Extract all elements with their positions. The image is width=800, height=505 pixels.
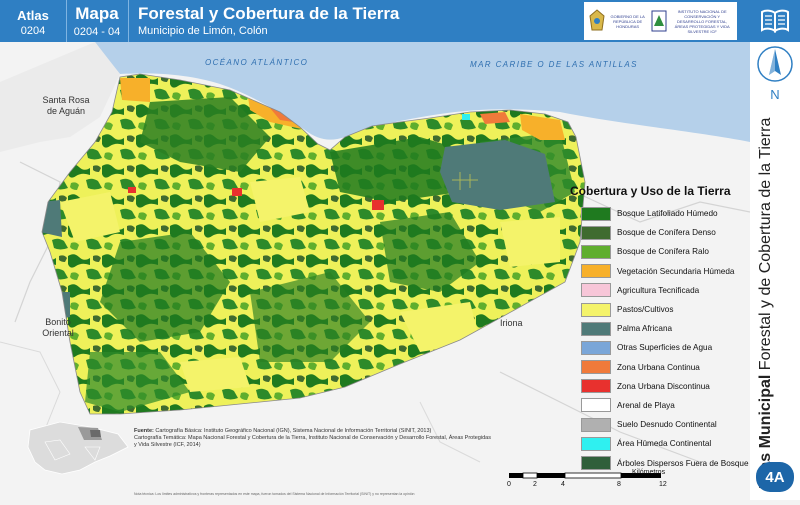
legend-swatch bbox=[581, 398, 611, 413]
legend-label: Vegetación Secundaria Húmeda bbox=[617, 266, 735, 276]
vertical-title-rest: Forestal y de Cobertura de la Tierra bbox=[757, 117, 774, 375]
title-block: Forestal y Cobertura de la Tierra Munici… bbox=[138, 4, 399, 37]
source-line-1: Cartografía Básica: Instituto Geográfico… bbox=[155, 428, 432, 434]
land-cover-map bbox=[0, 42, 751, 475]
map-label: Mapa bbox=[75, 4, 119, 23]
legend-item: Bosque Latifoliado Húmedo bbox=[570, 204, 750, 223]
logos-panel: GOBIERNO DE LA REPÚBLICA DE HONDURAS INS… bbox=[584, 2, 737, 40]
technical-note: Nota técnica: Los límites administrativo… bbox=[134, 492, 415, 496]
legend-swatch bbox=[581, 225, 611, 240]
north-arrow: N bbox=[750, 42, 800, 102]
header-bar: Atlas 0204 Mapa 0204 - 04 Forestal y Cob… bbox=[0, 0, 750, 42]
atlas-code-box: Atlas 0204 bbox=[0, 0, 67, 42]
legend-label: Agricultura Tecnificada bbox=[617, 285, 700, 295]
legend: Cobertura y Uso de la Tierra Bosque Lati… bbox=[570, 184, 750, 473]
legend-item: Arenal de Playa bbox=[570, 396, 750, 415]
legend-swatch bbox=[581, 206, 611, 221]
legend-label: Bosque de Conífera Ralo bbox=[617, 247, 709, 257]
legend-swatch bbox=[581, 264, 611, 279]
legend-label: Pastos/Cultivos bbox=[617, 305, 674, 315]
source-label: Fuente: bbox=[134, 428, 154, 434]
legend-item: Zona Urbana Continua bbox=[570, 358, 750, 377]
right-sidebar: N Atlas Municipal Forestal y de Cobertur… bbox=[750, 42, 800, 500]
legend-swatch bbox=[581, 360, 611, 375]
scale-tick-2: 2 bbox=[533, 481, 537, 488]
scale-unit: Kilómetros bbox=[632, 469, 666, 476]
legend-label: Bosque de Conífera Denso bbox=[617, 228, 716, 238]
legend-items: Bosque Latifoliado Húmedo Bosque de Coníf… bbox=[570, 204, 750, 473]
legend-item: Pastos/Cultivos bbox=[570, 300, 750, 319]
scale-tick-8: 8 bbox=[617, 481, 621, 488]
map-badge: 4A bbox=[756, 462, 794, 492]
legend-item: Palma Africana bbox=[570, 319, 750, 338]
legend-label: Palma Africana bbox=[617, 324, 673, 334]
legend-item: Área Húmeda Continental bbox=[570, 434, 750, 453]
source-line-2: Cartografía Temática: Mapa Nacional Fore… bbox=[134, 435, 491, 449]
page-subtitle: Municipio de Limón, Colón bbox=[138, 25, 268, 37]
atlas-code: 0204 bbox=[20, 25, 46, 37]
legend-label: Otras Superficies de Agua bbox=[617, 343, 713, 353]
legend-swatch bbox=[581, 244, 611, 259]
legend-label: Suelo Desnudo Continental bbox=[617, 420, 717, 430]
legend-swatch bbox=[581, 436, 611, 451]
legend-item: Otras Superficies de Agua bbox=[570, 338, 750, 357]
logo-right-text: INSTITUTO NACIONAL DE CONSERVACIÓN Y DES… bbox=[674, 8, 730, 34]
sea-label-caribbean: MAR CARIBE O DE LAS ANTILLAS bbox=[470, 60, 638, 69]
logo-left-text: GOBIERNO DE LA REPÚBLICA DE HONDURAS bbox=[610, 13, 645, 29]
scale-tick-12: 12 bbox=[659, 481, 667, 488]
legend-label: Árboles Dispersos Fuera de Bosque bbox=[617, 458, 749, 468]
legend-item: Suelo Desnudo Continental bbox=[570, 415, 750, 434]
legend-item: Árboles Dispersos Fuera de Bosque bbox=[570, 453, 750, 472]
legend-swatch bbox=[581, 379, 611, 394]
map-code-box: Mapa 0204 - 04 bbox=[66, 0, 129, 42]
place-bonito-oriental: Bonito Oriental bbox=[42, 317, 74, 338]
vertical-title: Atlas Municipal Forestal y de Cobertura … bbox=[757, 118, 775, 492]
legend-swatch bbox=[581, 283, 611, 298]
legend-label: Arenal de Playa bbox=[617, 400, 675, 410]
legend-item: Agricultura Tecnificada bbox=[570, 281, 750, 300]
place-santa-rosa-de-aguan: Santa Rosa de Aguán bbox=[42, 95, 90, 116]
atlas-book-box bbox=[750, 0, 800, 42]
north-arrow-icon bbox=[757, 46, 793, 82]
legend-label: Zona Urbana Continua bbox=[617, 362, 700, 372]
legend-item: Vegetación Secundaria Húmeda bbox=[570, 262, 750, 281]
scale-bar-graphic bbox=[509, 472, 661, 479]
legend-label: Bosque Latifoliado Húmedo bbox=[617, 209, 718, 219]
scale-bar: 0 2 4 8 12 bbox=[505, 470, 675, 498]
legend-item: Zona Urbana Discontinua bbox=[570, 377, 750, 396]
legend-label: Zona Urbana Discontinua bbox=[617, 381, 710, 391]
book-icon bbox=[761, 9, 789, 33]
locator-inset-map bbox=[27, 421, 129, 475]
legend-title: Cobertura y Uso de la Tierra bbox=[570, 184, 731, 198]
legend-swatch bbox=[581, 302, 611, 317]
page-title: Forestal y Cobertura de la Tierra bbox=[138, 4, 400, 23]
sea-label-atlantic: OCÉANO ATLÁNTICO bbox=[205, 58, 309, 67]
place-iriona: Iriona bbox=[500, 318, 523, 328]
legend-swatch bbox=[581, 321, 611, 336]
map-code: 0204 - 04 bbox=[73, 26, 121, 38]
legend-swatch bbox=[581, 456, 611, 471]
scale-tick-0: 0 bbox=[507, 481, 511, 488]
map-area: OCÉANO ATLÁNTICO MAR CARIBE O DE LAS ANT… bbox=[0, 42, 751, 500]
legend-swatch bbox=[581, 417, 611, 432]
north-label: N bbox=[770, 87, 780, 102]
source-block: Fuente: Cartografía Básica: Instituto Ge… bbox=[134, 428, 494, 450]
government-seal-icon bbox=[589, 9, 605, 31]
icf-logo-icon bbox=[651, 10, 667, 32]
legend-item: Bosque de Conífera Ralo bbox=[570, 242, 750, 261]
atlas-label: Atlas bbox=[17, 8, 49, 23]
legend-swatch bbox=[581, 340, 611, 355]
legend-label: Área Húmeda Continental bbox=[617, 439, 712, 449]
scale-tick-4: 4 bbox=[561, 481, 565, 488]
legend-item: Bosque de Conífera Denso bbox=[570, 223, 750, 242]
